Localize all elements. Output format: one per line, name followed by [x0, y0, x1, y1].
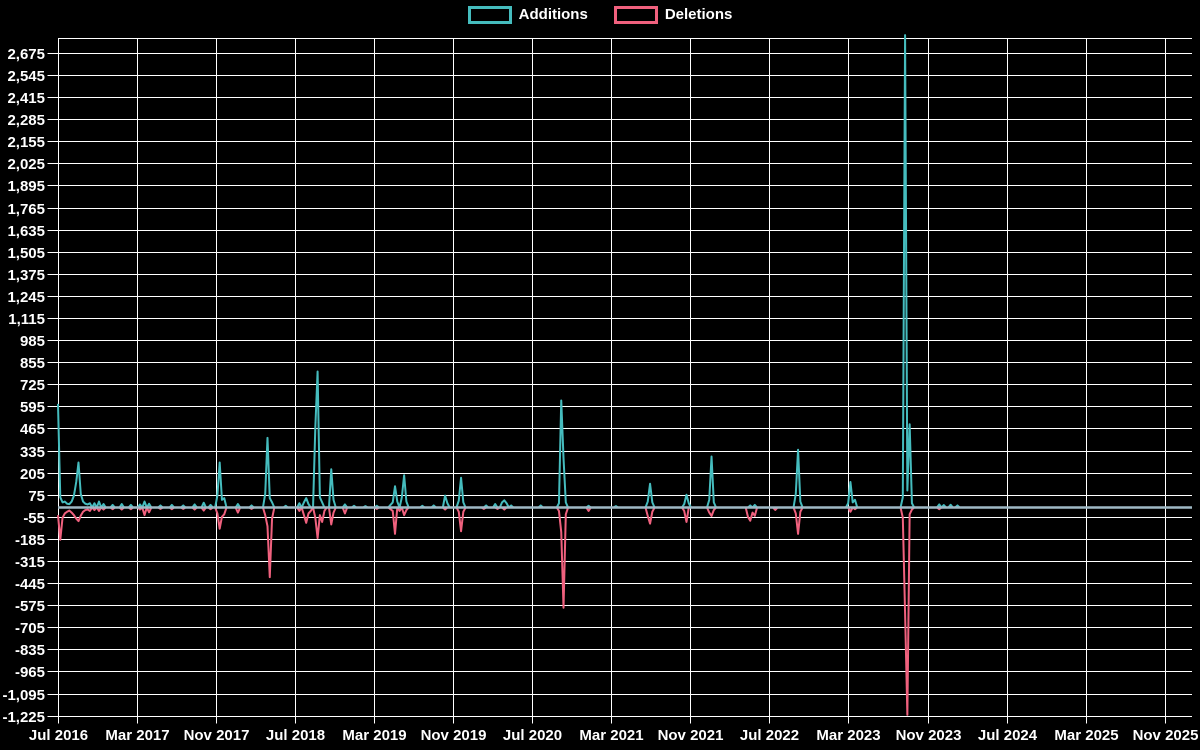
y-tick-label: -315	[15, 554, 45, 571]
y-tick-label: 2,545	[7, 68, 45, 85]
y-tick-label: -55	[23, 510, 45, 527]
deletions-line	[57, 506, 1192, 716]
x-tick-label: Nov 2025	[1133, 727, 1199, 744]
y-tick-label: 1,765	[7, 201, 45, 218]
y-tick-label: 1,505	[7, 245, 45, 262]
x-tick-label: Mar 2023	[816, 727, 880, 744]
y-tick-label: 985	[20, 333, 45, 350]
y-tick-label: -575	[15, 598, 45, 615]
y-tick-label: 1,115	[8, 311, 45, 328]
y-tick-label: 595	[20, 399, 45, 416]
x-tick-label: Nov 2017	[184, 727, 250, 744]
legend-item-additions[interactable]: Additions	[467, 6, 588, 24]
x-tick-label: Jul 2016	[29, 727, 88, 744]
y-tick-label: 335	[20, 444, 45, 461]
x-tick-label: Nov 2021	[658, 727, 724, 744]
x-tick-label: Mar 2019	[342, 727, 406, 744]
x-tick-label: Mar 2021	[579, 727, 643, 744]
y-tick-label: 75	[28, 488, 45, 505]
legend-swatch-additions	[467, 6, 512, 24]
y-tick-label: 2,285	[7, 112, 45, 129]
y-tick-label: -965	[15, 664, 45, 681]
y-tick-label: 1,245	[7, 289, 45, 306]
legend-swatch-deletions	[613, 6, 658, 24]
y-tick-label: 2,025	[7, 156, 45, 173]
x-tick-label: Nov 2023	[896, 727, 962, 744]
y-tick-label: 2,155	[7, 134, 45, 151]
y-tick-label: 2,675	[7, 46, 45, 63]
y-tick-label: 465	[20, 421, 45, 438]
x-tick-label: Mar 2025	[1054, 727, 1118, 744]
x-tick-label: Mar 2017	[105, 727, 169, 744]
y-tick-label: 205	[20, 466, 45, 483]
y-tick-label: 1,895	[7, 178, 45, 195]
x-tick-label: Jul 2020	[503, 727, 562, 744]
y-tick-label: -835	[15, 642, 45, 659]
legend-label-deletions: Deletions	[664, 6, 733, 23]
x-tick-label: Jul 2022	[740, 727, 799, 744]
y-tick-label: 1,635	[7, 223, 45, 240]
additions-line	[57, 34, 1192, 509]
y-tick-label: 1,375	[7, 267, 45, 284]
y-tick-label: 2,415	[7, 90, 45, 107]
x-tick-label: Jul 2024	[978, 727, 1038, 744]
x-tick-label: Nov 2019	[421, 727, 487, 744]
legend-label-additions: Additions	[518, 6, 588, 23]
y-tick-label: -185	[15, 532, 45, 549]
x-tick-label: Jul 2018	[266, 727, 325, 744]
y-tick-label: -1,225	[2, 709, 45, 726]
y-tick-label: -705	[15, 620, 45, 637]
y-tick-label: 725	[20, 377, 45, 394]
y-tick-label: -1,095	[2, 687, 45, 704]
chart-legend: Additions Deletions	[0, 6, 1200, 24]
y-tick-label: -445	[15, 576, 45, 593]
y-tick-label: 855	[20, 355, 45, 372]
legend-item-deletions[interactable]: Deletions	[613, 6, 733, 24]
